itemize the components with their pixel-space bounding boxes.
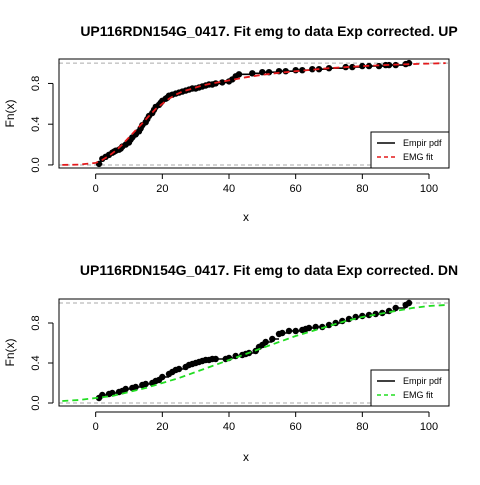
data-point <box>312 323 319 331</box>
y-tick-label: 0.4 <box>30 355 42 370</box>
x-tick-label: 60 <box>290 421 302 433</box>
y-axis-title: Fn(x) <box>3 339 17 367</box>
y-tick-label: 0.4 <box>30 117 42 132</box>
data-point <box>142 380 149 388</box>
legend-label: Empir pdf <box>403 376 442 386</box>
data-point <box>262 338 269 346</box>
series-emg-fit <box>62 62 446 166</box>
data-point <box>132 383 139 391</box>
data-point <box>359 62 366 70</box>
y-tick-label: 0.0 <box>30 395 42 410</box>
x-tick-label: 0 <box>93 421 99 433</box>
series-emg-fit <box>62 304 446 402</box>
legend-label: Empir pdf <box>403 138 442 148</box>
plot-frame <box>58 298 450 407</box>
data-point <box>292 327 299 335</box>
chart-title: UP116RDN154G_0417. Fit emg to data Exp c… <box>80 23 457 39</box>
data-point <box>372 310 379 318</box>
data-point <box>122 385 129 393</box>
data-point <box>269 335 276 343</box>
legend: Empir pdf EMG fit <box>370 131 450 169</box>
data-point <box>349 63 356 71</box>
data-point <box>159 373 166 381</box>
series-empir-step <box>99 62 412 165</box>
x-tick-label: 100 <box>420 421 438 433</box>
plot-area <box>62 59 446 168</box>
data-point <box>235 71 243 78</box>
x-axis-title: x <box>243 210 249 224</box>
data-point <box>109 389 116 397</box>
x-tick-label: 80 <box>356 183 368 195</box>
data-point <box>405 299 413 307</box>
x-axis-title: x <box>243 450 249 464</box>
data-point <box>309 66 316 73</box>
data-point <box>175 365 183 373</box>
legend: Empir pdf EMG fit <box>370 369 450 407</box>
x-tick-label: 60 <box>290 183 302 195</box>
y-tick-label: 0.0 <box>30 157 42 172</box>
legend-box <box>370 369 450 407</box>
y-tick-label: 0.8 <box>30 76 42 91</box>
data-point <box>319 323 326 331</box>
data-point <box>299 67 306 74</box>
chart-title: UP116RDN154G_0417. Fit emg to data Exp c… <box>80 262 458 278</box>
data-point <box>279 329 286 337</box>
data-point <box>392 304 399 312</box>
chart-panel: UP116RDN154G_0417. Fit emg to data Exp c… <box>3 23 458 224</box>
data-point <box>285 327 293 335</box>
x-tick-label: 40 <box>223 421 235 433</box>
x-tick-label: 0 <box>93 183 99 195</box>
data-point <box>365 311 373 319</box>
x-tick-label: 20 <box>156 183 168 195</box>
x-tick-label: 20 <box>156 421 168 433</box>
y-axis-title: Fn(x) <box>3 100 17 128</box>
x-tick-label: 40 <box>223 183 235 195</box>
plot-area <box>62 299 446 402</box>
x-tick-label: 80 <box>356 421 368 433</box>
legend-label: EMG fit <box>403 152 434 162</box>
data-point <box>249 70 256 77</box>
data-point <box>325 321 333 329</box>
data-point <box>219 79 226 86</box>
legend-label: EMG fit <box>403 390 434 400</box>
chart-panel: UP116RDN154G_0417. Fit emg to data Exp c… <box>3 262 458 464</box>
data-point <box>405 59 413 67</box>
data-point <box>212 355 219 363</box>
y-tick-label: 0.8 <box>30 315 42 330</box>
plot-frame <box>58 58 450 169</box>
legend-box <box>370 131 450 169</box>
x-tick-label: 100 <box>420 183 438 195</box>
data-point <box>305 324 313 332</box>
